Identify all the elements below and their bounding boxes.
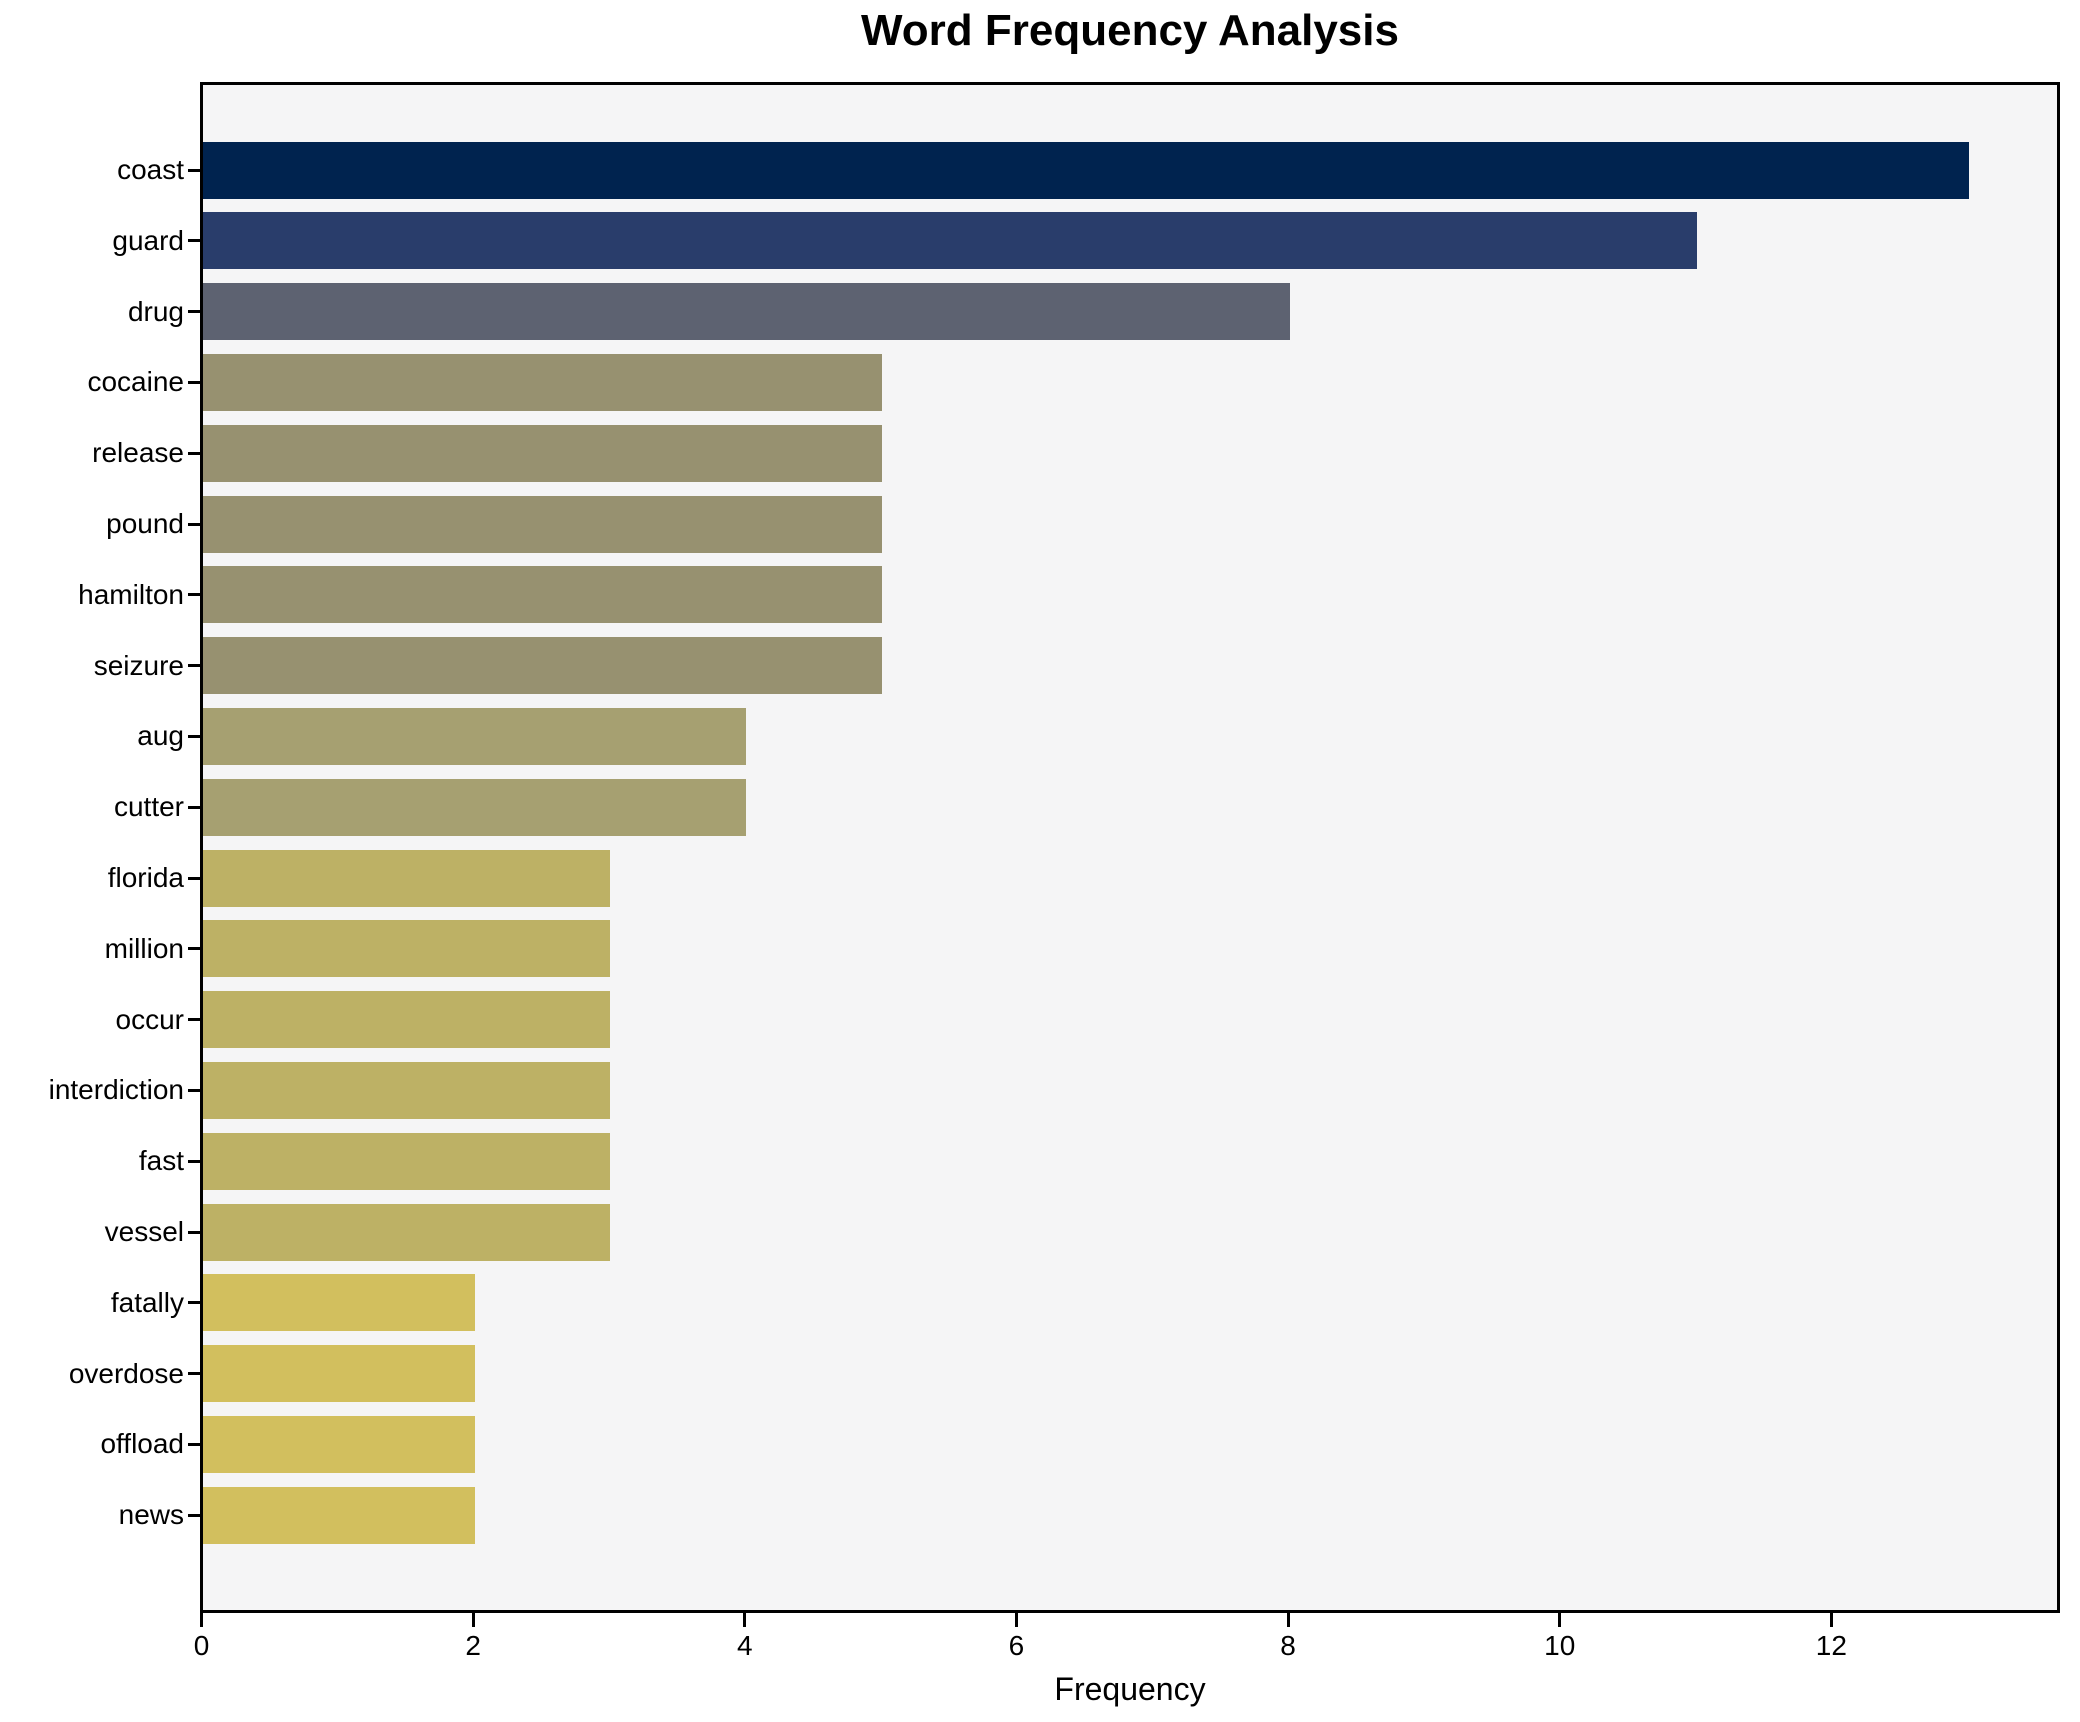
x-tick-mark	[471, 1613, 475, 1627]
x-tick-mark	[743, 1613, 747, 1627]
y-tick-mark	[188, 451, 200, 455]
y-tick-mark	[188, 876, 200, 880]
bar-million	[203, 920, 611, 978]
y-tick-label-seizure: seizure	[93, 649, 184, 681]
y-tick-label-hamilton: hamilton	[78, 578, 184, 610]
y-tick-mark	[188, 1513, 200, 1517]
y-tick-mark	[188, 593, 200, 597]
y-tick-label-million: million	[104, 932, 184, 964]
y-tick-label-fast: fast	[138, 1145, 184, 1177]
x-tick-label-10: 10	[1544, 1630, 1576, 1661]
y-tick-label-cutter: cutter	[113, 791, 184, 823]
y-tick-mark	[188, 734, 200, 738]
bar-florida	[203, 849, 611, 907]
x-tick-label-2: 2	[465, 1630, 481, 1661]
chart-title: Word Frequency Analysis	[861, 6, 1399, 55]
bar-fatally	[203, 1274, 475, 1332]
y-tick-mark	[188, 805, 200, 809]
y-tick-label-occur: occur	[115, 1003, 184, 1035]
bar-interdiction	[203, 1061, 611, 1119]
y-tick-mark	[188, 239, 200, 243]
y-tick-label-coast: coast	[117, 154, 184, 185]
x-tick-mark	[1829, 1613, 1833, 1627]
y-tick-mark	[188, 1301, 200, 1305]
y-tick-label-pound: pound	[106, 508, 184, 539]
y-tick-label-cocaine: cocaine	[87, 366, 184, 398]
bar-guard	[203, 212, 1698, 270]
bar-release	[203, 424, 883, 482]
y-tick-mark	[188, 1372, 200, 1376]
x-tick-mark	[1558, 1613, 1562, 1627]
bar-overdose	[203, 1345, 475, 1403]
x-tick-label-6: 6	[1008, 1630, 1025, 1661]
x-tick-mark	[1014, 1613, 1018, 1627]
y-tick-mark	[188, 1230, 200, 1234]
bar-pound	[203, 495, 883, 553]
bar-drug	[203, 283, 1290, 341]
x-tick-label-12: 12	[1815, 1630, 1847, 1661]
y-tick-mark	[188, 664, 200, 668]
y-tick-label-news: news	[118, 1499, 184, 1531]
bar-cutter	[203, 778, 747, 836]
x-tick-mark	[1286, 1613, 1290, 1627]
y-tick-mark	[188, 947, 200, 951]
y-tick-mark	[188, 1442, 200, 1446]
y-tick-mark	[188, 1159, 200, 1163]
y-tick-mark	[188, 1018, 200, 1022]
bar-hamilton	[203, 566, 883, 624]
y-tick-mark	[188, 168, 200, 172]
bar-offload	[203, 1415, 475, 1473]
x-tick-label-0: 0	[193, 1630, 210, 1661]
y-tick-mark	[188, 522, 200, 526]
y-tick-label-overdose: overdose	[68, 1357, 184, 1389]
y-tick-mark	[188, 310, 200, 314]
y-tick-label-fatally: fatally	[110, 1286, 184, 1318]
y-tick-label-drug: drug	[127, 295, 184, 327]
x-axis-title: Frequency	[1054, 1671, 1206, 1707]
plot-area	[200, 82, 2060, 1613]
x-tick-label-4: 4	[736, 1630, 753, 1661]
bar-news	[203, 1486, 475, 1544]
bar-fast	[203, 1132, 611, 1190]
bar-seizure	[203, 637, 883, 695]
bar-vessel	[203, 1203, 611, 1261]
x-tick-mark	[200, 1613, 203, 1627]
y-tick-label-offload: offload	[100, 1428, 184, 1460]
bar-coast	[203, 141, 1969, 199]
y-tick-label-aug: aug	[137, 720, 184, 752]
y-tick-label-vessel: vessel	[104, 1216, 184, 1247]
y-tick-label-release: release	[92, 437, 184, 469]
x-tick-label-8: 8	[1280, 1630, 1296, 1661]
bar-cocaine	[203, 353, 883, 411]
y-tick-label-florida: florida	[107, 862, 184, 893]
bar-aug	[203, 707, 747, 765]
y-tick-label-interdiction: interdiction	[48, 1074, 184, 1106]
y-tick-mark	[188, 380, 200, 384]
bars-container	[203, 85, 2057, 1610]
y-tick-label-guard: guard	[112, 224, 184, 256]
y-tick-mark	[188, 1088, 200, 1092]
bar-occur	[203, 991, 611, 1049]
